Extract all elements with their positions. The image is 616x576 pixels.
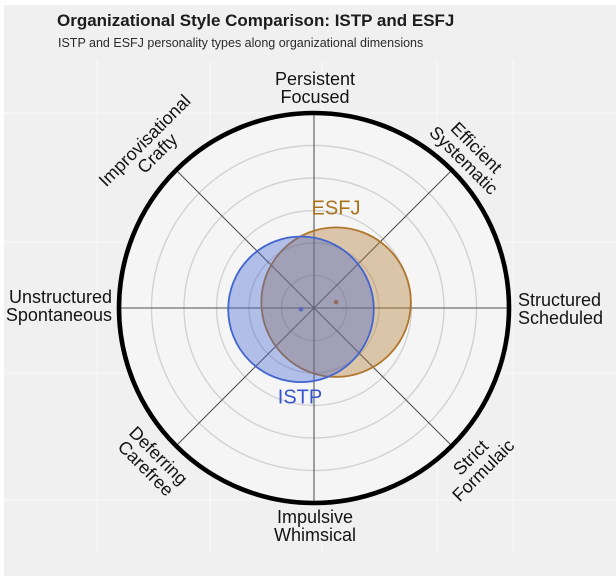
chart-title: Organizational Style Comparison: ISTP an… [57,11,455,30]
axis-label-line: Unstructured [8,287,112,307]
axis-label-line: Spontaneous [5,305,112,325]
axis-label-line: Focused [280,87,350,107]
axis-label-line: Scheduled [518,308,604,328]
axis-label-structured-scheduled: Structured Scheduled [518,291,603,327]
axis-label-persistent-focused: Persistent Focused [275,70,355,106]
series-label-istp: ISTP [277,386,323,409]
axis-label-line: Whimsical [273,525,357,545]
axis-label-line: Persistent [274,69,356,89]
axis-label-unstructured-spontaneous: Unstructured Spontaneous [6,288,112,324]
series-label-esfj: ESFJ [311,197,361,220]
axis-label-line: Structured [518,290,602,310]
axis-label-impulsive-whimsical: Impulsive Whimsical [274,508,356,544]
axis-label-line: Impulsive [276,507,354,527]
chart-subtitle: ISTP and ESFJ personality types along or… [58,36,424,50]
